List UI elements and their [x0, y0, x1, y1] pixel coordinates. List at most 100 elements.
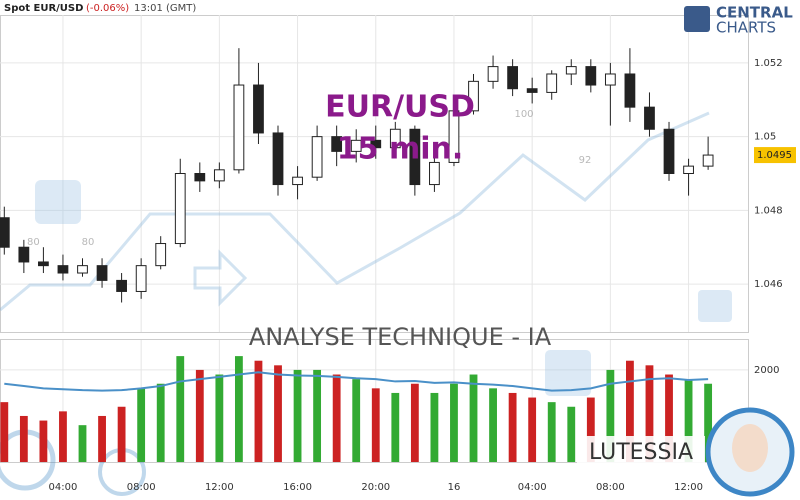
x-tick-label: 08:00	[596, 482, 625, 493]
candle-body	[38, 261, 49, 267]
last-price-box	[754, 147, 796, 164]
candle-body	[604, 73, 616, 86]
volume-bar	[234, 356, 243, 462]
watermark-number: 80	[27, 237, 40, 248]
volume-bar	[98, 415, 106, 462]
volume-bar	[59, 411, 67, 462]
candle-body	[370, 139, 382, 149]
volume-bar	[19, 415, 28, 462]
watermark-number: 100	[514, 109, 533, 120]
candle-body	[292, 176, 303, 186]
avatar-face	[732, 424, 768, 472]
watermark-analysis: ANALYSE TECHNIQUE - IA	[249, 323, 552, 351]
candle-body	[272, 132, 284, 186]
volume-bar	[215, 374, 224, 462]
volume-bar	[684, 379, 693, 462]
y-tick-label: 1.052	[754, 58, 783, 69]
candle-body	[526, 88, 538, 93]
volume-bar	[410, 383, 419, 462]
watermark: 80 80 100 92	[0, 109, 732, 496]
volume-bar	[606, 369, 615, 462]
watermark-number: 80	[82, 237, 95, 248]
candle-body	[96, 265, 108, 281]
volume-bar	[254, 360, 263, 462]
volume-bar	[430, 392, 439, 462]
volume-bar	[469, 374, 478, 462]
candle-body	[77, 265, 88, 274]
x-tick-label: 16:00	[283, 482, 312, 493]
change: (-0.06%)	[86, 3, 129, 14]
candle-body	[683, 165, 694, 175]
candle-body	[116, 279, 127, 292]
volume-bar	[293, 369, 302, 462]
watermark-icon	[698, 290, 732, 322]
candle-body	[585, 66, 597, 86]
watermark-arrow	[193, 249, 248, 307]
candle-body	[702, 154, 714, 167]
volume-bar	[547, 402, 556, 462]
candle-body	[546, 73, 558, 93]
candle-body	[233, 84, 245, 171]
symbol: Spot EUR/USD	[4, 3, 83, 14]
time: 13:01 (GMT)	[134, 3, 196, 14]
watermark-brand: LUTESSIA	[589, 440, 693, 465]
volume-bar	[195, 369, 204, 462]
candle-body	[194, 173, 206, 182]
volume-bar	[567, 406, 576, 462]
volume-bar	[352, 379, 361, 462]
price-frame	[0, 15, 749, 333]
candle-body	[57, 265, 69, 274]
y-tick-label: 1.05	[754, 132, 776, 143]
x-tick-label: 04:00	[49, 482, 78, 493]
logo-icon	[684, 6, 710, 32]
candle-body	[565, 66, 577, 75]
volume-bar	[371, 388, 380, 462]
candle-body	[253, 84, 264, 134]
candle-body	[0, 217, 10, 248]
logo-line1: CENTRAL	[716, 4, 793, 22]
watermark-pair: EUR/USD	[325, 90, 475, 125]
last-price-label: 1.0495	[757, 150, 792, 161]
candle-body	[155, 243, 167, 267]
volume-bar	[0, 402, 9, 462]
volume-bar	[332, 374, 341, 462]
y-tick-label: 2000	[754, 365, 779, 376]
volume-bar	[39, 420, 48, 462]
volume-bar	[450, 383, 458, 462]
candle-body	[429, 161, 440, 186]
candle-body	[174, 173, 186, 245]
candle-body	[468, 80, 479, 112]
watermark-line	[0, 111, 710, 312]
watermark-icon	[545, 350, 591, 396]
volume-bar	[274, 365, 282, 462]
candle-body	[213, 169, 225, 182]
candle-body	[409, 128, 421, 186]
candle-body	[663, 128, 675, 174]
volume-bar	[117, 406, 126, 462]
candle-body	[18, 246, 30, 263]
volume-bar	[137, 388, 146, 462]
watermark-number: 92	[579, 155, 592, 166]
candle-body	[448, 110, 460, 163]
candle-body	[624, 73, 636, 108]
volume-bar	[176, 356, 185, 462]
volume-bar	[586, 397, 595, 462]
volume-bar	[528, 397, 537, 462]
x-tick-label: 20:00	[361, 482, 390, 493]
candle-body	[487, 66, 499, 82]
volume-pane: 2000 04:00 08:00 12:00 16:00 20:00 16 04:00 08:0…	[0, 356, 779, 493]
y-tick-label: 1.046	[754, 279, 783, 290]
volume-bar	[156, 383, 165, 462]
watermark-icon	[35, 180, 81, 224]
candle-body	[311, 136, 323, 178]
candle-body	[644, 106, 655, 130]
volume-bar	[626, 360, 634, 462]
candle-body	[389, 128, 401, 149]
candle-body	[350, 139, 362, 152]
volume-bar	[645, 365, 654, 462]
volume-bar	[508, 392, 517, 462]
candle-body	[135, 265, 147, 292]
y-tick-label: 1.048	[754, 205, 783, 216]
volume-bar	[665, 374, 673, 462]
x-tick-label: 04:00	[518, 482, 547, 493]
